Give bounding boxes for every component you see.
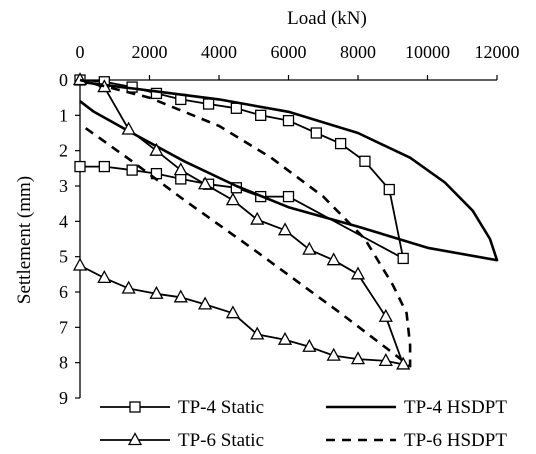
x-tick-label: 0: [76, 42, 85, 62]
series-line-tp-6-hsdpt: [79, 78, 412, 368]
x-tick-label: 4000: [201, 42, 237, 62]
data-point-tp-4-static: [282, 190, 295, 203]
data-point-tp-6-static: [72, 257, 88, 271]
data-point-tp-6-static: [277, 331, 293, 345]
y-tick-label: 4: [59, 211, 68, 231]
data-point-tp-6-static: [350, 266, 366, 280]
data-point-tp-6-static: [396, 356, 411, 370]
data-point-tp-6-static: [225, 192, 240, 206]
data-point-tp-6-static: [149, 142, 164, 156]
x-tick-label: 2000: [132, 42, 168, 62]
data-point-tp-4-static: [98, 160, 110, 173]
data-point-tp-6-static: [250, 326, 265, 340]
series-tp-6-static: [72, 72, 411, 370]
legend-label-tp-6-static: TP-6 Static: [178, 430, 264, 451]
y-tick-label: 5: [59, 247, 68, 267]
data-point-tp-4-static: [255, 109, 267, 121]
legend-item-tp-4-static: TP-4 Static: [100, 397, 264, 418]
y-tick-label: 6: [59, 282, 68, 302]
data-point-tp-6-static: [121, 121, 136, 135]
data-point-tp-6-static: [302, 338, 317, 352]
legend: TP-4 Static TP-4 HSDPT TP-6 Static TP-6 HSD…: [100, 397, 507, 451]
x-tick-label: 10000: [405, 42, 450, 62]
data-point-tp-6-static: [326, 252, 341, 266]
data-point-tp-4-static: [175, 173, 187, 185]
y-tick-label: 9: [59, 388, 68, 408]
y-tick-label: 2: [59, 141, 68, 161]
y-tick-label: 7: [59, 317, 68, 337]
x-tick-label: 6000: [271, 42, 307, 62]
y-tick-label: 3: [59, 176, 68, 196]
data-point-tp-6-static: [121, 280, 136, 294]
x-tick-label: 12000: [475, 42, 520, 62]
legend-marker-tp-4-static: [129, 401, 141, 413]
legend-label-tp-4-hsdpt: TP-4 HSDPT: [404, 397, 507, 418]
data-point-tp-4-static: [230, 102, 243, 114]
data-point-tp-4-static: [150, 87, 163, 100]
data-point-tp-4-static: [202, 98, 215, 110]
series-tp-4-hsdpt: [79, 80, 499, 262]
series-layer: [72, 72, 499, 370]
data-point-tp-4-static: [126, 164, 138, 176]
legend-marker-tp-6-static: [127, 432, 143, 446]
data-point-tp-6-static: [149, 285, 164, 299]
data-point-tp-6-static: [350, 351, 366, 365]
y-tick-label: 1: [59, 105, 68, 125]
x-axis-title: Load (kN): [287, 8, 367, 29]
x-tick-label: 8000: [340, 42, 376, 62]
data-point-tp-6-static: [378, 308, 393, 322]
series-line-tp-4-hsdpt: [79, 80, 499, 262]
data-point-tp-4-static: [359, 155, 371, 167]
data-point-tp-6-static: [302, 241, 317, 255]
data-point-tp-4-static: [383, 183, 395, 196]
data-point-tp-4-static: [282, 114, 295, 127]
data-point-tp-6-static: [250, 211, 265, 225]
y-axis-title: Settlement (mm): [14, 176, 35, 304]
data-point-tp-6-static: [326, 347, 341, 361]
data-point-tp-6-static: [97, 270, 112, 284]
legend-item-tp-4-hsdpt: TP-4 HSDPT: [326, 397, 507, 418]
data-point-tp-6-static: [198, 296, 213, 310]
data-point-tp-6-static: [277, 222, 293, 236]
data-point-tp-6-static: [225, 305, 240, 319]
data-point-tp-6-static: [198, 176, 213, 190]
data-point-tp-4-static: [334, 137, 347, 150]
data-point-tp-6-static: [378, 353, 393, 367]
data-point-tp-6-static: [173, 289, 188, 303]
data-point-tp-4-static: [397, 252, 409, 265]
data-point-tp-4-static: [310, 127, 322, 139]
legend-item-tp-6-static: TP-6 Static: [100, 430, 264, 451]
data-point-tp-6-static: [173, 162, 188, 176]
legend-label-tp-6-hsdpt: TP-6 HSDPT: [404, 430, 507, 451]
data-point-tp-4-static: [74, 160, 86, 173]
y-tick-label: 0: [59, 70, 68, 90]
legend-label-tp-4-static: TP-4 Static: [178, 397, 264, 418]
y-tick-label: 8: [59, 353, 68, 373]
axes: 0 2000 4000 6000 8000 10000 12000 0 1 2 3 4 5 6 7 8 9: [59, 42, 520, 408]
legend-item-tp-6-hsdpt: TP-6 HSDPT: [326, 430, 507, 451]
series-tp-6-hsdpt: [79, 78, 412, 368]
